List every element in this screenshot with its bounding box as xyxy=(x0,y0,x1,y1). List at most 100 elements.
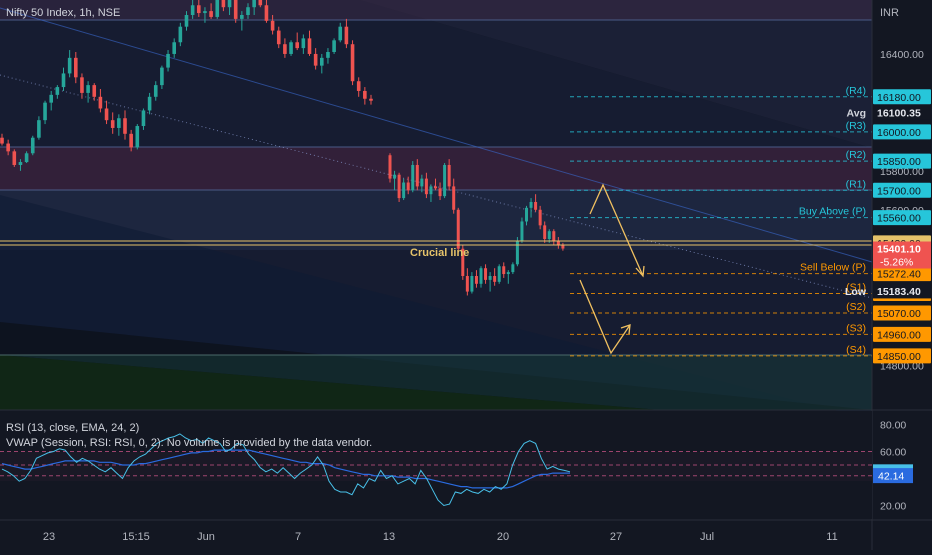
candle-body xyxy=(123,118,127,134)
badge-r1: 15700.00 xyxy=(873,182,931,198)
currency-label: INR xyxy=(880,7,899,19)
candle-body xyxy=(393,174,397,179)
candle-body xyxy=(307,38,312,54)
badge-s3-bg xyxy=(873,326,931,342)
candle-body xyxy=(402,182,406,199)
candle-body xyxy=(552,231,556,241)
trend-line xyxy=(0,7,873,263)
avg-label: Avg xyxy=(847,107,866,119)
rsi-ema-line xyxy=(1,449,570,489)
crucial-line-label: Crucial line xyxy=(410,247,469,259)
low-bg xyxy=(873,283,931,299)
rsi-ema-bg xyxy=(873,468,913,484)
badge-sell-below-p-bg xyxy=(873,266,931,282)
candlestick-series xyxy=(0,0,565,296)
candle-body xyxy=(184,14,189,27)
candle-body xyxy=(203,11,207,14)
candle-body xyxy=(547,231,551,239)
resistance-zone xyxy=(0,147,872,190)
candle-body xyxy=(470,275,474,292)
badge-low: Low 15183.40 xyxy=(845,283,931,299)
pivot-label-s2: (S2) xyxy=(846,301,866,313)
rsi-tick-label: 20.00 xyxy=(880,501,906,513)
badge-r1-text: 15700.00 xyxy=(877,185,921,197)
candle-body xyxy=(529,201,533,208)
candle-body xyxy=(160,67,164,86)
candle-body xyxy=(456,209,460,249)
badge-s2-bg xyxy=(873,305,931,321)
badge-r2-bg xyxy=(873,153,931,169)
badge-r4-text: 16180.00 xyxy=(877,92,921,104)
vwap-note: VWAP (Session, RSI: RSI, 0, 2): No volum… xyxy=(6,437,372,449)
badge-s4-text: 14850.00 xyxy=(877,351,921,363)
candle-body xyxy=(135,126,140,148)
candle-body xyxy=(443,164,447,197)
avg-bg xyxy=(873,104,931,120)
candle-body xyxy=(515,240,519,265)
badge-buy-above-p-bg xyxy=(873,210,931,226)
badge-s3-text: 14960.00 xyxy=(877,329,921,341)
rsi-pane[interactable]: RSI (13, close, EMA, 24, 2) VWAP (Sessio… xyxy=(0,409,932,519)
badge-r3-text: 16000.00 xyxy=(877,127,921,139)
candle-body xyxy=(295,42,299,49)
channel-top-region xyxy=(360,0,872,148)
candle-body xyxy=(338,26,343,41)
candle-body xyxy=(227,0,232,8)
candle-body xyxy=(153,85,158,97)
candle-body xyxy=(6,143,10,152)
candle-body xyxy=(488,275,492,280)
candle-body xyxy=(461,248,465,276)
candle-body xyxy=(98,96,103,109)
candle-body xyxy=(55,87,60,95)
candle-body xyxy=(221,0,226,8)
candle-body xyxy=(356,81,361,91)
candle-body xyxy=(252,0,256,8)
candle-body xyxy=(406,182,410,191)
candle-body xyxy=(141,110,146,127)
time-tick-label: 7 xyxy=(295,531,301,543)
candle-body xyxy=(369,98,373,101)
badge-avg: Avg 16100.35 xyxy=(847,104,931,120)
projection-path-up xyxy=(589,183,644,277)
time-tick-label: 27 xyxy=(610,531,622,543)
badge-r4-bg xyxy=(873,89,931,105)
symbol-title: Nifty 50 Index, 1h, NSE xyxy=(6,7,120,19)
candle-body xyxy=(240,14,244,19)
candle-body xyxy=(429,186,433,195)
time-tick-label: 15:15 xyxy=(122,531,150,543)
badge-s3: 14960.00 xyxy=(873,326,931,342)
pivot-label-r2: (R2) xyxy=(846,149,866,161)
main-pane-background xyxy=(0,0,873,420)
rsi-band-fill xyxy=(0,452,872,481)
candle-body xyxy=(166,53,170,68)
candle-body xyxy=(80,77,84,93)
candle-body xyxy=(332,40,336,53)
candle-body xyxy=(520,221,524,241)
candle-body xyxy=(397,174,401,199)
time-tick-label: Jun xyxy=(197,531,215,543)
candle-body xyxy=(344,26,349,45)
pivot-label-s4: (S4) xyxy=(846,344,866,356)
time-tick-label: 23 xyxy=(43,531,55,543)
candle-body xyxy=(506,272,510,275)
low-label: Low xyxy=(845,286,867,298)
candle-body xyxy=(438,188,442,197)
crucial-line-group: Crucial line xyxy=(0,240,872,259)
candle-body xyxy=(543,225,547,239)
projection-arrowhead-2 xyxy=(620,324,631,335)
candle-body xyxy=(511,264,515,273)
time-axis[interactable]: 23 15:15 Jun 7 13 20 27 Jul 11 xyxy=(0,519,932,543)
candle-body xyxy=(484,268,488,280)
candle-body xyxy=(18,162,23,165)
candle-body xyxy=(258,0,263,6)
candle-body xyxy=(178,26,183,43)
candle-body xyxy=(110,120,115,128)
time-tick-label: 11 xyxy=(826,531,837,543)
badge-last-price: 15401.10-5.26% xyxy=(873,241,931,269)
candle-body xyxy=(479,268,483,284)
candle-body xyxy=(197,5,201,14)
candle-body xyxy=(0,137,4,144)
candle-body xyxy=(283,44,287,54)
